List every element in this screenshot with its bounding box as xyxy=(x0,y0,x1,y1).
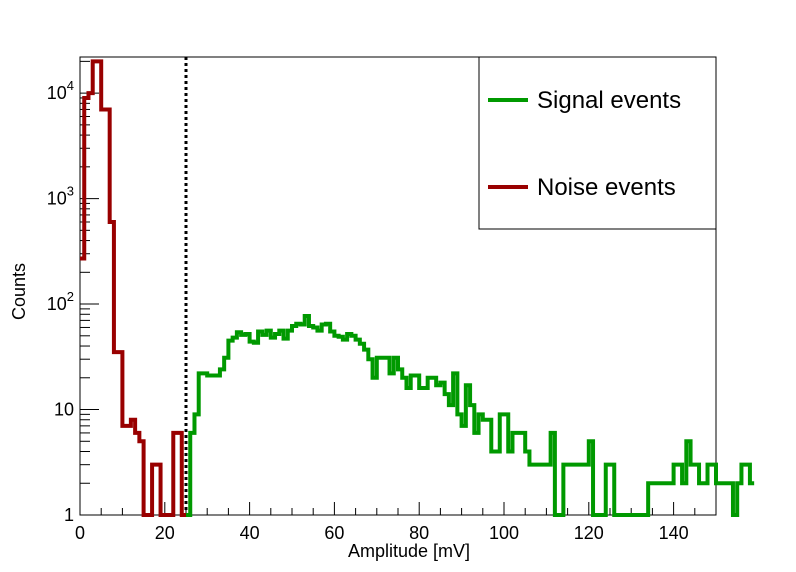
legend-label-signal: Signal events xyxy=(537,87,681,114)
series-noise-events xyxy=(80,59,186,517)
x-tick-label: 100 xyxy=(489,523,519,543)
legend-label-noise: Noise events xyxy=(537,174,676,201)
series-layer xyxy=(80,59,755,517)
x-tick-label: 80 xyxy=(409,523,429,543)
x-tick-label: 60 xyxy=(324,523,344,543)
legend: Signal events Noise events xyxy=(478,56,717,230)
y-tick-label: 102 xyxy=(47,289,74,314)
y-tick-label: 10 xyxy=(54,400,74,420)
series-signal-events xyxy=(186,314,755,517)
y-tick-label: 104 xyxy=(47,78,74,103)
legend-box xyxy=(478,56,717,230)
y-tick-label: 103 xyxy=(47,184,74,209)
tick-labels: 0 20 40 60 80 100 120 140 1 10 102 103 104 xyxy=(47,78,689,543)
x-tick-label: 120 xyxy=(574,523,604,543)
x-tick-label: 20 xyxy=(155,523,175,543)
x-tick-label: 140 xyxy=(659,523,689,543)
x-tick-label: 0 xyxy=(75,523,85,543)
x-axis-title: Amplitude [mV] xyxy=(348,541,470,561)
y-axis-title: Counts xyxy=(9,263,29,320)
y-tick-label: 1 xyxy=(64,505,74,525)
x-tick-label: 40 xyxy=(240,523,260,543)
